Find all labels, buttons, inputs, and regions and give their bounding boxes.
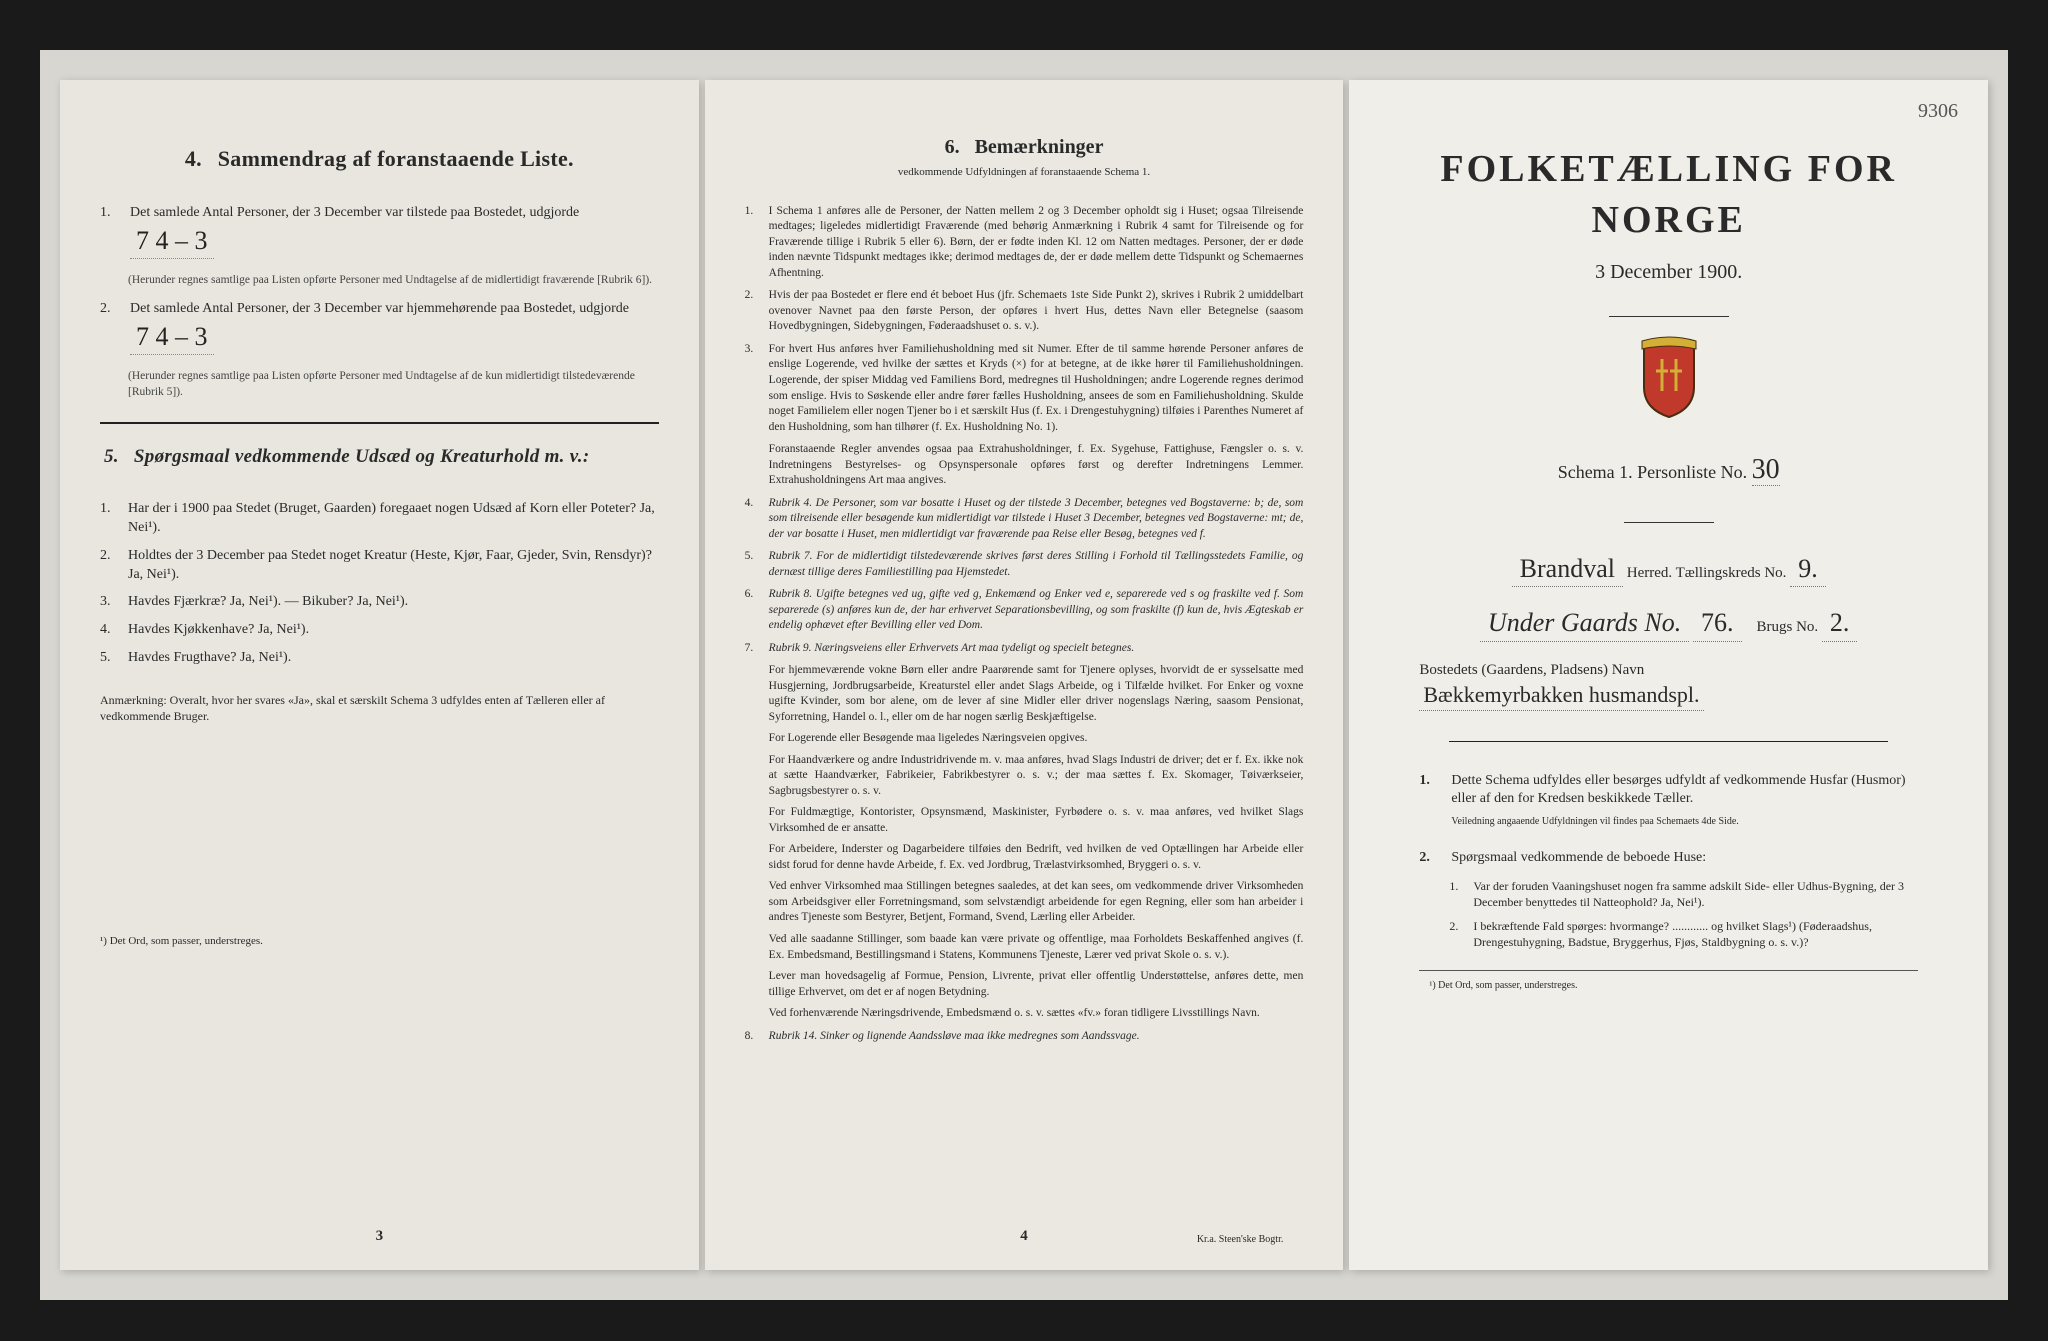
divider xyxy=(1419,970,1918,971)
gaards-no: 76. xyxy=(1693,605,1742,641)
anmaerkning: Anmærkning: Overalt, hvor her svares «Ja… xyxy=(100,692,659,724)
item2-note: (Herunder regnes samtlige paa Listen opf… xyxy=(128,369,659,400)
summary-item-2: 2. Det samlede Antal Personer, der 3 Dec… xyxy=(100,300,659,355)
instr2-text: Spørgsmaal vedkommende de beboede Huse: xyxy=(1451,849,1918,868)
section4-heading: 4. Sammendrag af foranstaaende Liste. xyxy=(100,144,659,174)
question-1: 1.Har der i 1900 paa Stedet (Bruget, Gaa… xyxy=(100,500,659,538)
section6-num: 6. xyxy=(945,136,960,158)
brugs-label: Brugs No. xyxy=(1757,619,1819,635)
document-frame: 4. Sammendrag af foranstaaende Liste. 1.… xyxy=(40,50,2008,1300)
para-7i: Lever man hovedsagelig af Formue, Pensio… xyxy=(769,969,1304,1000)
para-7h: Ved alle saadanne Stillinger, som baade … xyxy=(769,932,1304,963)
herred-value: Brandval xyxy=(1512,551,1623,587)
item1-value: 7 4 – 3 xyxy=(130,223,214,259)
question-3: 3.Havdes Fjærkræ? Ja, Nei¹). — Bikuber? … xyxy=(100,593,659,612)
para-1: 1.I Schema 1 anføres alle de Personer, d… xyxy=(745,204,1304,282)
para-7f: For Arbeidere, Inderster og Dagarbeidere… xyxy=(769,842,1304,873)
coat-of-arms-icon xyxy=(1634,331,1704,421)
herred-line: Brandval Herred. Tællingskreds No. 9. xyxy=(1389,551,1948,587)
section6-title: Bemærkninger xyxy=(975,136,1104,158)
page-right: 9306 FOLKETÆLLING FOR NORGE 3 December 1… xyxy=(1349,80,1988,1270)
divider xyxy=(1449,741,1888,742)
census-title: FOLKETÆLLING FOR NORGE xyxy=(1389,144,1948,247)
under-label: Under Gaards No. xyxy=(1480,605,1689,641)
section5-title: Spørgsmaal vedkommende Udsæd og Kreaturh… xyxy=(134,446,590,467)
para-8: 8.Rubrik 14. Sinker og lignende Aandsslø… xyxy=(745,1029,1304,1045)
item-body: Det samlede Antal Personer, der 3 Decemb… xyxy=(130,204,659,259)
bosted-value: Bækkemyrbakken husmandspl. xyxy=(1419,680,1703,711)
divider xyxy=(1624,522,1714,523)
census-date: 3 December 1900. xyxy=(1389,259,1948,286)
corner-number: 9306 xyxy=(1918,98,1958,125)
schema-no: 30 xyxy=(1752,454,1780,486)
item1-label: Det samlede Antal Personer, der 3 Decemb… xyxy=(130,205,579,220)
bosted-label: Bostedets (Gaardens, Pladsens) Navn xyxy=(1419,662,1644,678)
item-index: 1. xyxy=(100,204,120,259)
subquestion-2: 2. I bekræftende Fald spørges: hvormange… xyxy=(1449,918,1918,950)
para-5: 5.Rubrik 7. For de midlertidigt tilstede… xyxy=(745,549,1304,580)
section5-heading: 5. Spørgsmaal vedkommende Udsæd og Kreat… xyxy=(104,444,659,470)
para-3b: Foranstaaende Regler anvendes ogsaa paa … xyxy=(769,442,1304,489)
schema-label: Schema 1. Personliste No. xyxy=(1558,462,1747,482)
para-7e: For Fuldmægtige, Kontorister, Opsynsmænd… xyxy=(769,805,1304,836)
page-number-left: 3 xyxy=(376,1226,384,1246)
divider xyxy=(1609,316,1729,317)
herred-label: Herred. Tællingskreds No. xyxy=(1627,565,1787,581)
instruction-2: 2. Spørgsmaal vedkommende de beboede Hus… xyxy=(1419,849,1918,868)
para-7: 7.Rubrik 9. Næringsveiens eller Erhverve… xyxy=(745,641,1304,657)
instruction-1: 1. Dette Schema udfyldes eller besørges … xyxy=(1419,772,1918,829)
subquestion-1: 1. Var der foruden Vaaningshuset nogen f… xyxy=(1449,878,1918,910)
brugs-no: 2. xyxy=(1822,605,1858,641)
question-5: 5.Havdes Frugthave? Ja, Nei¹). xyxy=(100,649,659,668)
instr1-sub: Veiledning angaaende Udfyldningen vil fi… xyxy=(1451,815,1918,829)
section6-heading: 6. Bemærkninger xyxy=(745,134,1304,161)
bosted-line: Bostedets (Gaardens, Pladsens) Navn Bækk… xyxy=(1419,660,1918,711)
item-index: 2. xyxy=(100,300,120,355)
section4-title: Sammendrag af foranstaaende Liste. xyxy=(218,146,574,171)
para-7j: Ved forhenværende Næringsdrivende, Embed… xyxy=(769,1006,1304,1022)
question-4: 4.Havdes Kjøkkenhave? Ja, Nei¹). xyxy=(100,621,659,640)
summary-item-1: 1. Det samlede Antal Personer, der 3 Dec… xyxy=(100,204,659,259)
para-2: 2.Hvis der paa Bostedet er flere end ét … xyxy=(745,288,1304,335)
page-center: 6. Bemærkninger vedkommende Udfyldningen… xyxy=(705,80,1344,1270)
para-7c: For Logerende eller Besøgende maa ligele… xyxy=(769,731,1304,747)
section5-num: 5. xyxy=(104,446,119,467)
page-left: 4. Sammendrag af foranstaaende Liste. 1.… xyxy=(60,80,699,1270)
instr1-text: Dette Schema udfyldes eller besørges udf… xyxy=(1451,773,1905,807)
footnote-right: ¹) Det Ord, som passer, understreges. xyxy=(1429,979,1948,993)
item1-note: (Herunder regnes samtlige paa Listen opf… xyxy=(128,273,659,289)
schema-line: Schema 1. Personliste No. 30 xyxy=(1389,451,1948,489)
item-body: Det samlede Antal Personer, der 3 Decemb… xyxy=(130,300,659,355)
divider xyxy=(100,422,659,424)
printer-mark: Kr.a. Steen'ske Bogtr. xyxy=(1197,1233,1284,1247)
section4-num: 4. xyxy=(185,146,202,171)
footnote-left: ¹) Det Ord, som passer, understreges. xyxy=(100,934,659,949)
kreds-no: 9. xyxy=(1790,551,1826,587)
item2-label: Det samlede Antal Personer, der 3 Decemb… xyxy=(130,301,629,316)
gaards-line: Under Gaards No. 76. Brugs No. 2. xyxy=(1389,605,1948,641)
page-number-center: 4 xyxy=(1020,1226,1028,1246)
para-6: 6.Rubrik 8. Ugifte betegnes ved ug, gift… xyxy=(745,587,1304,634)
section6-sub: vedkommende Udfyldningen af foranstaaend… xyxy=(745,165,1304,180)
para-3: 3.For hvert Hus anføres hver Familiehush… xyxy=(745,342,1304,435)
question-2: 2.Holdtes der 3 December paa Stedet noge… xyxy=(100,547,659,585)
para-4: 4.Rubrik 4. De Personer, som var bosatte… xyxy=(745,496,1304,543)
para-7d: For Haandværkere og andre Industridriven… xyxy=(769,753,1304,800)
para-7g: Ved enhver Virksomhed maa Stillingen bet… xyxy=(769,879,1304,926)
item2-value: 7 4 – 3 xyxy=(130,319,214,355)
para-7b: For hjemmeværende vokne Børn eller andre… xyxy=(769,663,1304,725)
